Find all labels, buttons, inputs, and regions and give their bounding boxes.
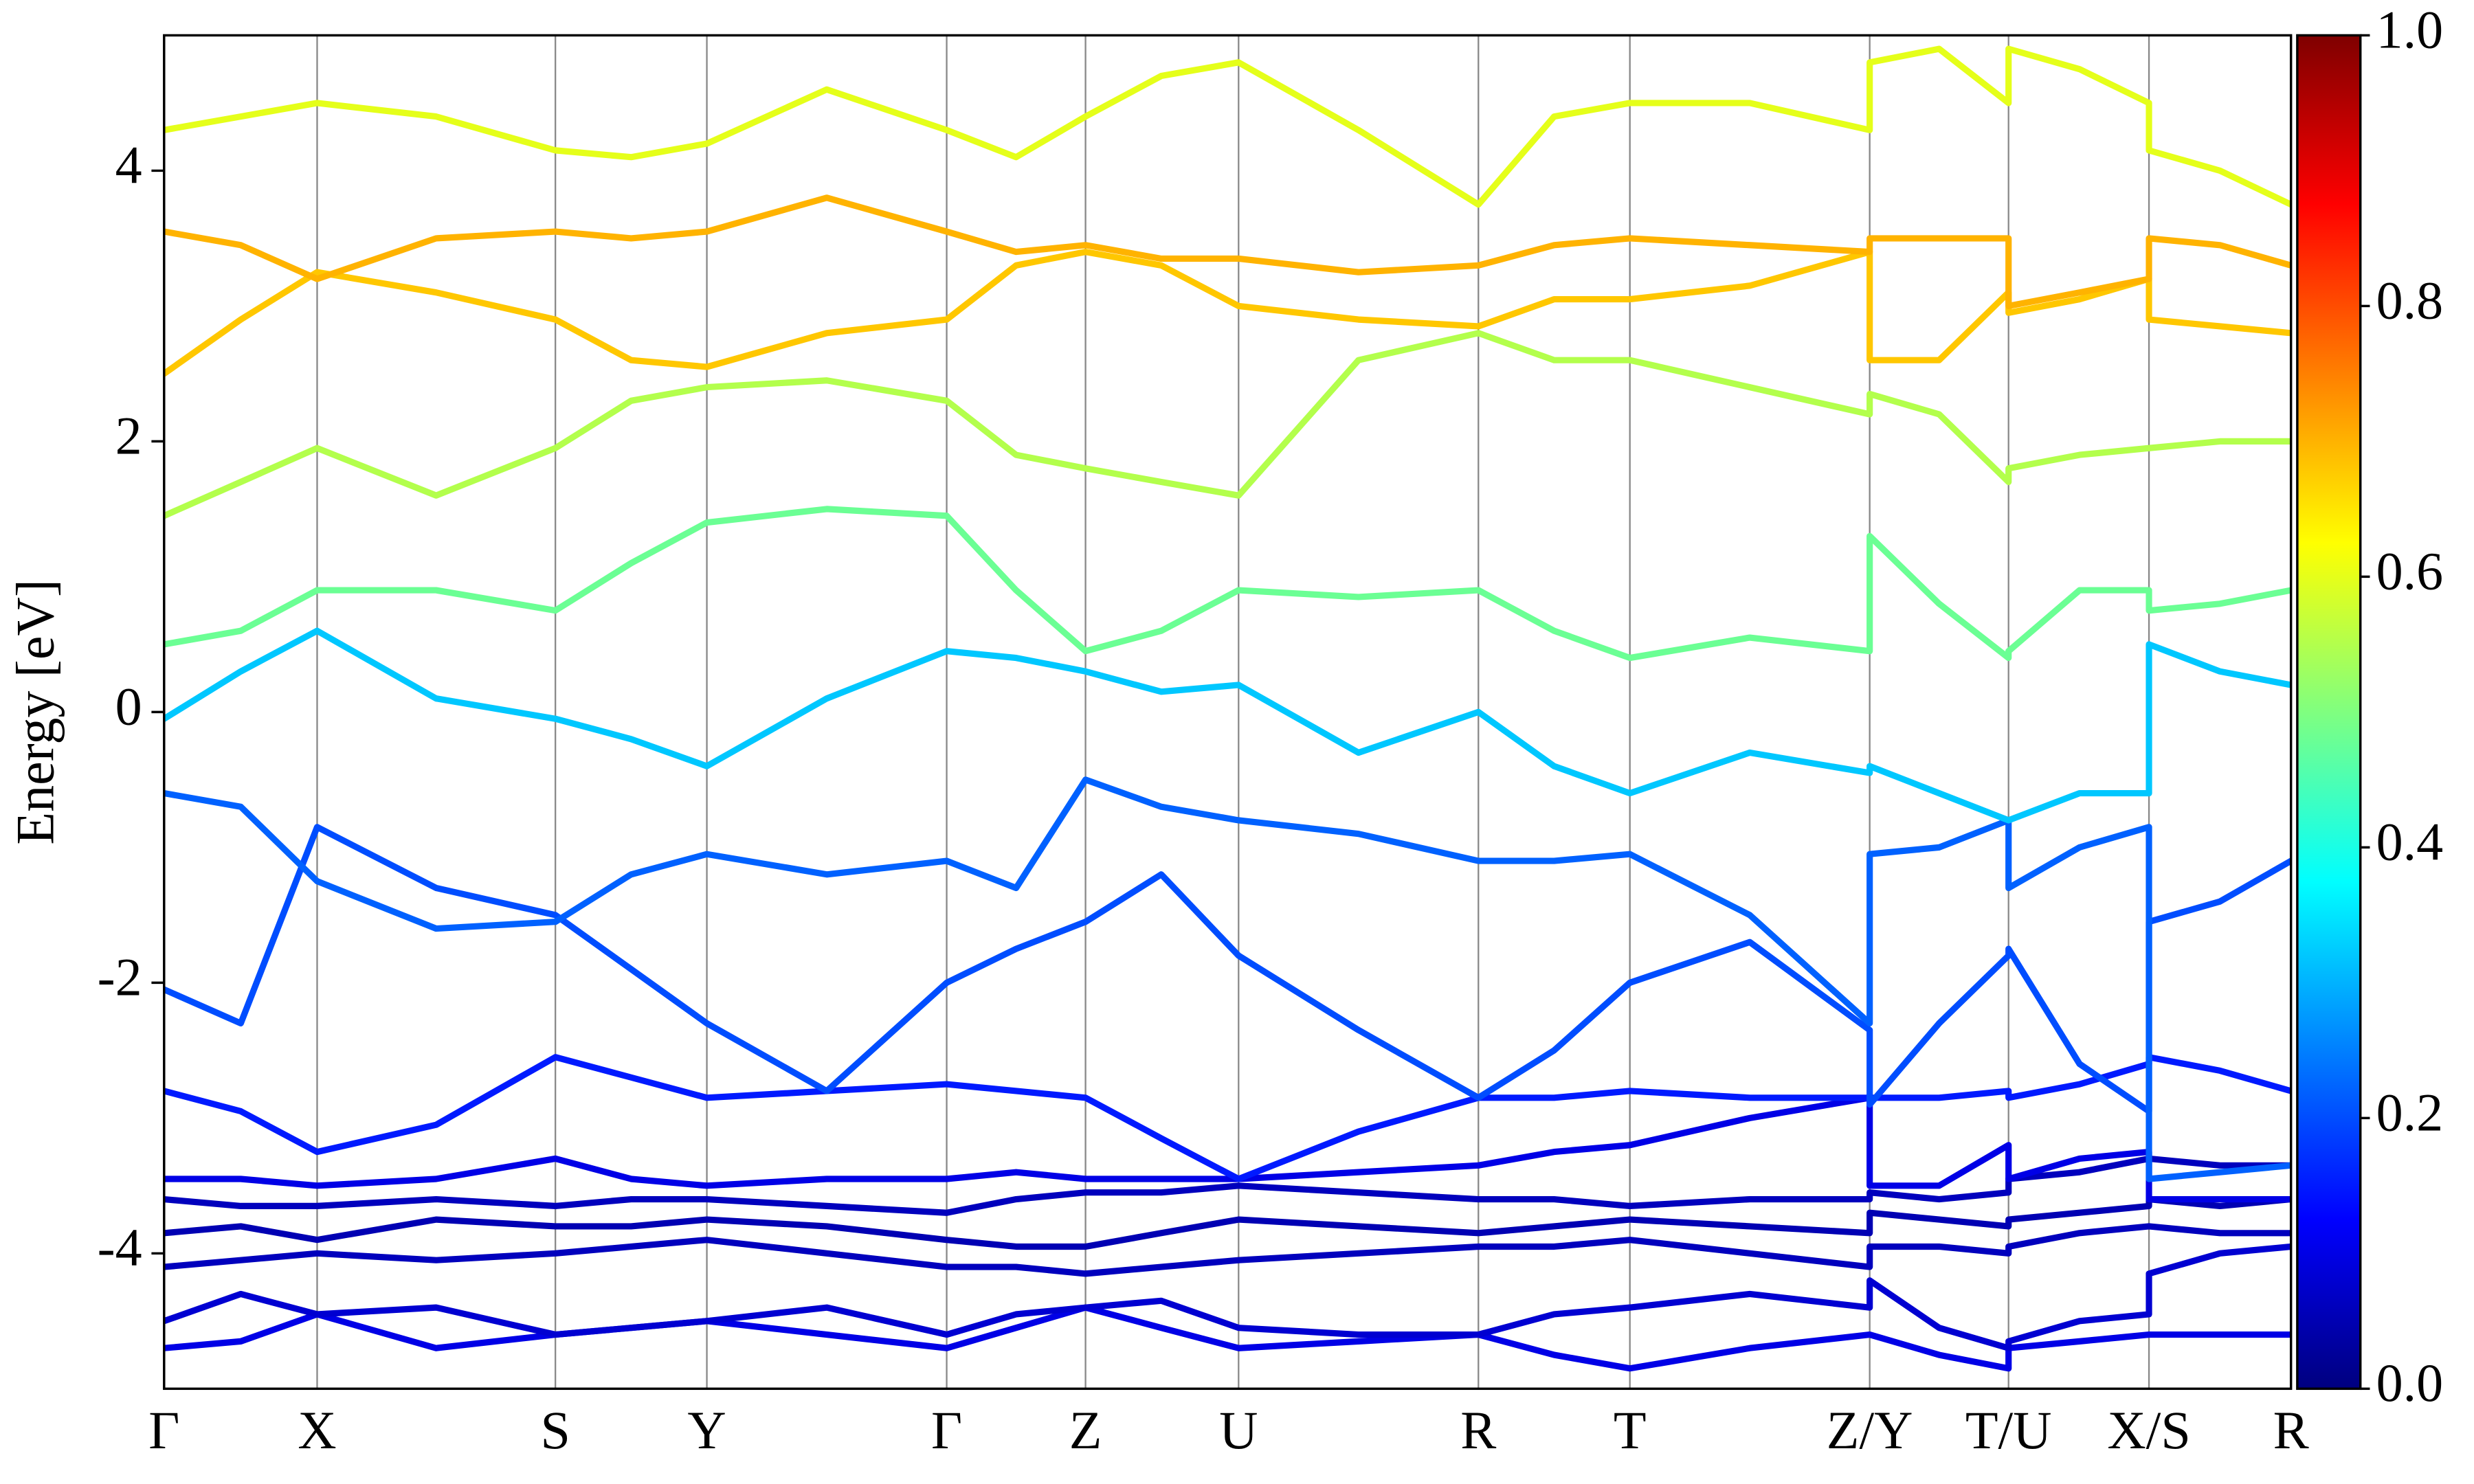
band [164,194,2291,309]
band [164,1195,2291,1250]
x-tick-label: S [540,1400,570,1460]
x-tick-label: X/S [2107,1400,2190,1460]
band [164,824,2291,1115]
colorbar-tick-label: 0.6 [2376,541,2444,600]
plot-frame [163,34,2293,1391]
x-tick-label: R [1460,1400,1496,1460]
x-tick-label: Z/Y [1827,1400,1913,1460]
x-tick-label: Z [1069,1400,1102,1460]
y-tick-label: -2 [98,947,142,1007]
colorbar-tick-label: 0.0 [2376,1353,2444,1413]
x-tick-label: Γ [148,1400,179,1460]
x-tick-label: T/U [1965,1400,2052,1460]
x-tick-label: Y [687,1400,726,1460]
band [164,627,2291,824]
y-tick-label: 2 [115,405,142,465]
band [164,1155,2291,1216]
band [164,506,2291,662]
labels: Γ X S Y Γ Z U R T Z/Y T/U X/S R -4 -2 0 2 4 0.0 0.2 0.4 0.6 0.… [98,0,2444,1460]
colorbar-tick-label: 0.2 [2376,1082,2444,1142]
colorbar-tick-label: 0.4 [2376,811,2444,871]
band [164,1054,2291,1182]
colorbar-tick-label: 0.8 [2376,270,2444,330]
colorbar-tick-label: 1.0 [2376,0,2444,59]
y-tick-label: -4 [98,1217,142,1277]
band [164,45,2291,208]
x-tick-label: T [1614,1400,1647,1460]
bands [164,45,2291,1372]
x-tick-label: R [2273,1400,2309,1460]
band [164,330,2291,519]
band [164,776,2291,1182]
x-tick-label: X [298,1400,336,1460]
x-tick-label: U [1219,1400,1258,1460]
colorbar [2296,34,2362,1391]
band [164,249,2291,377]
band [164,1243,2291,1351]
band [164,1223,2291,1277]
y-tick-label: 4 [115,135,142,194]
band [164,1094,2291,1203]
y-tick-label: 0 [115,676,142,736]
y-axis-label: Energy [eV] [5,579,65,844]
x-tick-label: Γ [931,1400,962,1460]
